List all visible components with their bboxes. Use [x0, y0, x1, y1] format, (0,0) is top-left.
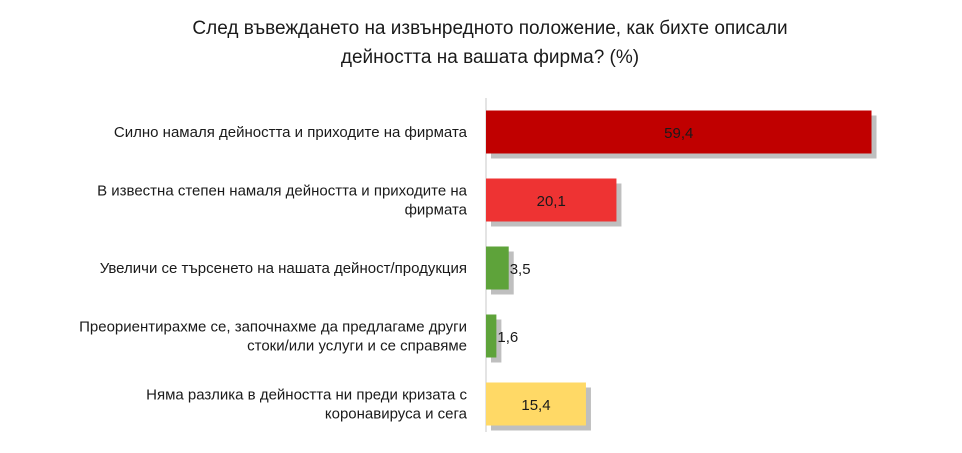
- value-label: 20,1: [537, 193, 566, 210]
- value-label: 15,4: [521, 397, 550, 414]
- bar: [486, 246, 509, 290]
- category-label: Няма разлика в дейността ни преди кризат…: [146, 387, 467, 404]
- bar: [486, 110, 872, 154]
- category-label: стоки/или услуги и се справяме: [247, 338, 467, 355]
- plot-area: 59,4 Силно намаля дейността и приходите н…: [79, 98, 877, 432]
- chart-title-line-1: След въвеждането на извънредното положен…: [192, 18, 788, 39]
- value-label: 3,5: [510, 261, 531, 278]
- category-label: В известна степен намаля дейността и при…: [97, 183, 468, 200]
- value-label: 59,4: [664, 125, 693, 142]
- bar: [486, 314, 497, 358]
- category-label: коронавируса и сега: [325, 406, 468, 423]
- value-label: 1,6: [497, 329, 518, 346]
- category-label: Увеличи се търсенето на нашата дейност/п…: [100, 260, 467, 277]
- category-label: Силно намаля дейността и приходите на фи…: [114, 124, 468, 141]
- category-label: фирмата: [405, 202, 468, 219]
- chart-title-line-2: дейността на вашата фирма? (%): [340, 47, 640, 68]
- bar: [486, 178, 617, 222]
- category-label: Преориентирахме се, започнахме да предла…: [79, 319, 467, 336]
- bar: [486, 382, 586, 426]
- chart-title: След въвеждането на извънредното положен…: [80, 14, 900, 72]
